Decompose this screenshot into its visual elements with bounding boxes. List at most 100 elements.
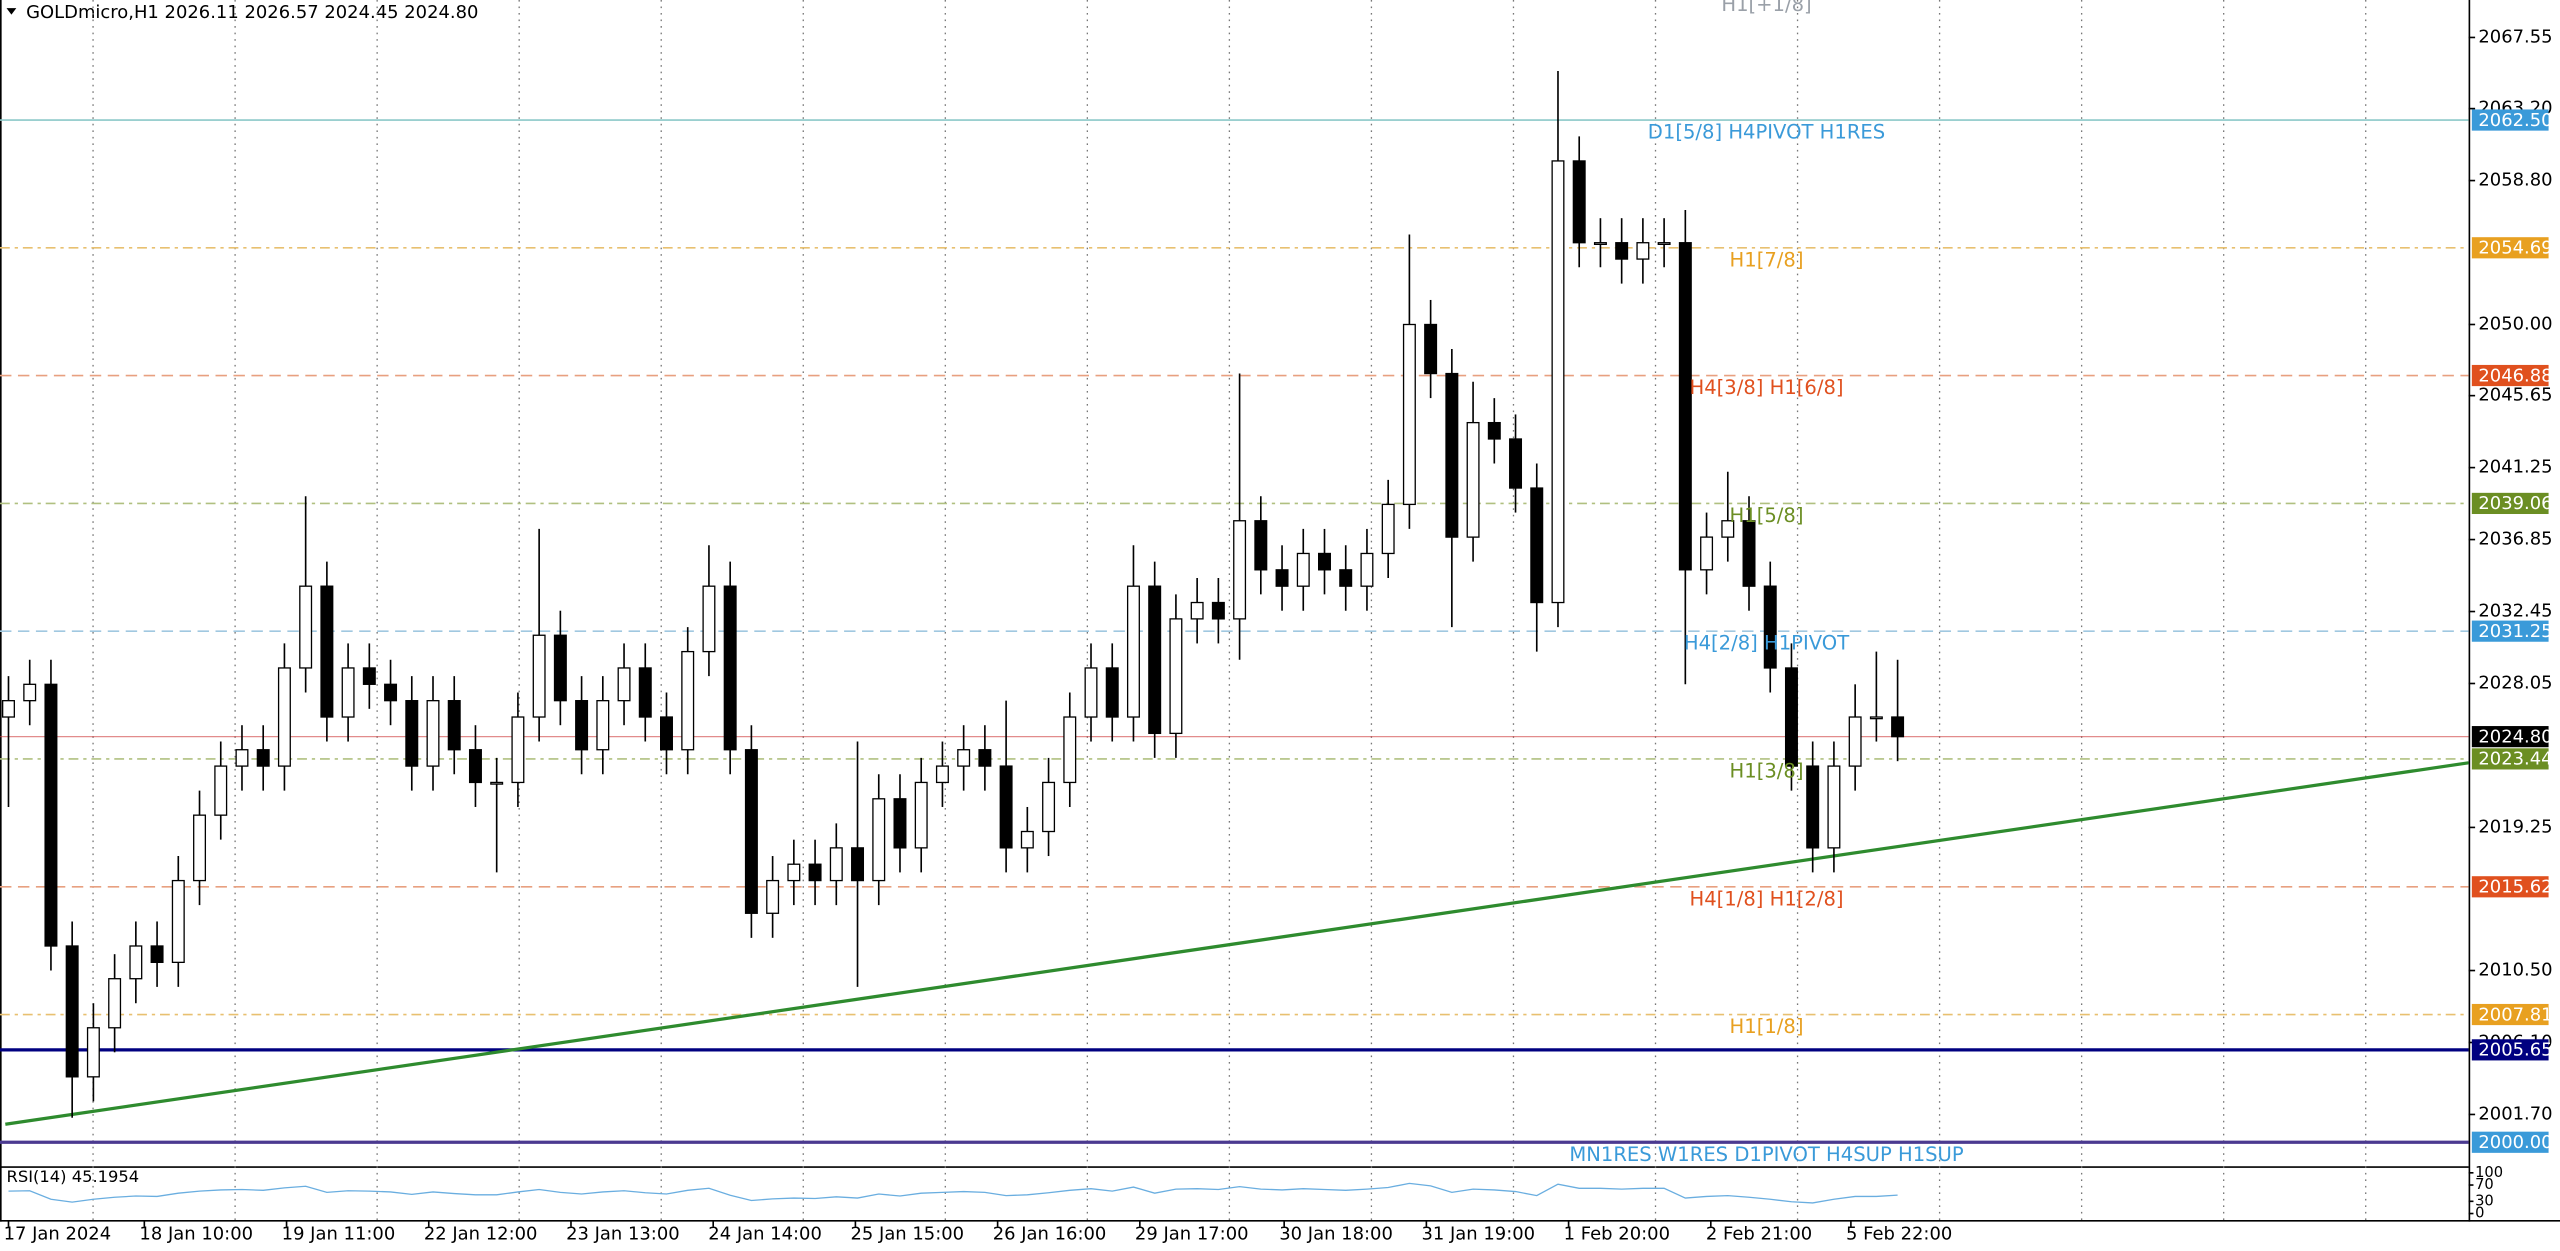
candle-body-up	[935, 765, 949, 784]
level-text: MN1RES W1RES D1PIVOT H4SUP H1SUP	[1569, 1143, 1964, 1166]
candle-body-up	[23, 683, 37, 702]
candle-body-up	[1063, 716, 1077, 784]
candle-body-down	[1318, 552, 1331, 571]
candle-body-up	[787, 863, 801, 882]
candle-body-down	[1275, 569, 1289, 587]
candle-body-down	[744, 749, 758, 914]
candle-body-down	[1806, 765, 1820, 849]
candle-body-up	[1657, 242, 1671, 245]
bid-price-box	[2471, 726, 2549, 748]
candle-body-up	[702, 585, 716, 653]
level-price-box	[2471, 620, 2549, 642]
candle-body-up	[171, 879, 185, 964]
level-price-box	[2471, 748, 2549, 770]
candle-body-down	[723, 585, 737, 751]
rsi-tick-label: 100	[2475, 1164, 2503, 1181]
candle-body-up	[1551, 160, 1565, 604]
candle-body-down	[1148, 585, 1162, 735]
candle-body-up	[872, 798, 886, 882]
level-price-box	[2471, 237, 2549, 259]
candle-body-up	[617, 667, 631, 702]
candle-body-up	[86, 1027, 100, 1078]
x-tick-label: 24 Jan 14:00	[708, 1224, 822, 1245]
candle-body-down	[150, 945, 164, 964]
x-tick-label: 2 Feb 21:00	[1706, 1224, 1812, 1245]
x-tick-label: 5 Feb 22:00	[1846, 1224, 1952, 1245]
candle-body-up	[957, 749, 971, 767]
y-tick-label: 2045.65	[2478, 385, 2552, 406]
level-price-box	[2471, 1131, 2549, 1153]
candle-body-down	[1615, 242, 1629, 260]
level-price-box	[2471, 492, 2549, 515]
candle-body-up	[1848, 716, 1862, 767]
candle-body-up	[277, 667, 291, 767]
level-price-box	[2471, 1003, 2549, 1026]
y-tick-label: 2028.05	[2478, 673, 2552, 694]
level-text: H4[3/8] H1[6/8]	[1689, 376, 1843, 399]
level-price-label: 2031.25	[2478, 621, 2552, 642]
candle-body-up	[829, 847, 843, 882]
level-text: H1[1/8]	[1730, 1015, 1804, 1038]
candle-body-down	[1509, 438, 1523, 489]
candle-body-down	[1784, 667, 1798, 767]
candle-body-up	[1721, 520, 1735, 538]
candle-body-down	[999, 765, 1013, 849]
level-text: H1[+1/8]	[1721, 0, 1811, 16]
level-text: H1[3/8]	[1730, 759, 1804, 782]
candle-body-up	[2, 700, 15, 718]
candle-body-down	[320, 585, 334, 718]
candle-body-up	[129, 945, 143, 980]
candle-body-down	[1487, 421, 1501, 440]
candle-body-down	[1530, 487, 1544, 604]
level-price-label: 2046.88	[2478, 365, 2552, 386]
candle-body-down	[384, 683, 398, 702]
candle-body-up	[1700, 536, 1714, 571]
level-price-label: 2039.06	[2478, 493, 2552, 514]
candle-body-down	[1678, 242, 1692, 571]
rsi-tick-label: 0	[2475, 1205, 2484, 1222]
level-price-label: 2015.62	[2478, 877, 2552, 898]
candle-body-down	[553, 634, 567, 702]
candle-body-up	[1360, 552, 1374, 587]
level-price-label: 2007.81	[2478, 1004, 2552, 1025]
x-tick-label: 30 Jan 18:00	[1279, 1224, 1393, 1245]
candle-body-down	[638, 667, 652, 718]
candle-body-down	[1211, 601, 1225, 620]
x-tick-label: 25 Jan 15:00	[851, 1224, 965, 1245]
candle-body-up	[108, 978, 122, 1029]
candle-body-up	[426, 700, 440, 767]
bid-price-label: 2024.80	[2478, 726, 2552, 747]
candle-body-up	[1084, 667, 1098, 718]
level-text: H4[2/8] H1PIVOT	[1684, 632, 1849, 655]
candle-body-down	[362, 667, 376, 685]
candle-body-down	[978, 749, 992, 767]
candle-body-down	[660, 716, 673, 751]
rsi-label: RSI(14) 45.1954	[7, 1167, 140, 1186]
candle-body-up	[766, 879, 780, 914]
x-tick-label: 31 Jan 19:00	[1421, 1224, 1535, 1245]
rsi-line	[8, 1182, 1898, 1204]
candle-body-up	[299, 585, 313, 669]
x-tick-label: 26 Jan 16:00	[993, 1224, 1107, 1245]
candle-body-up	[1827, 765, 1841, 849]
candle-body-up	[1296, 552, 1310, 587]
candle-body-up	[914, 781, 928, 849]
candle-body-up	[1169, 618, 1183, 735]
y-tick-label: 2010.50	[2478, 960, 2552, 981]
y-tick-label: 2019.25	[2478, 816, 2552, 837]
level-price-box	[2471, 364, 2549, 387]
y-tick-label: 2032.45	[2478, 601, 2552, 622]
menu-triangle	[6, 8, 17, 15]
candle-body-up	[532, 634, 546, 718]
candle-body-down	[1891, 716, 1905, 738]
candle-body-up	[214, 765, 228, 816]
candle-body-up	[490, 781, 504, 785]
candle-body-up	[511, 716, 525, 784]
candle-body-up	[235, 749, 249, 767]
level-price-label: 2054.69	[2478, 238, 2552, 259]
level-price-label: 2005.65	[2478, 1040, 2552, 1061]
x-tick-label: 1 Feb 20:00	[1564, 1224, 1670, 1245]
candle-body-up	[1042, 781, 1056, 833]
